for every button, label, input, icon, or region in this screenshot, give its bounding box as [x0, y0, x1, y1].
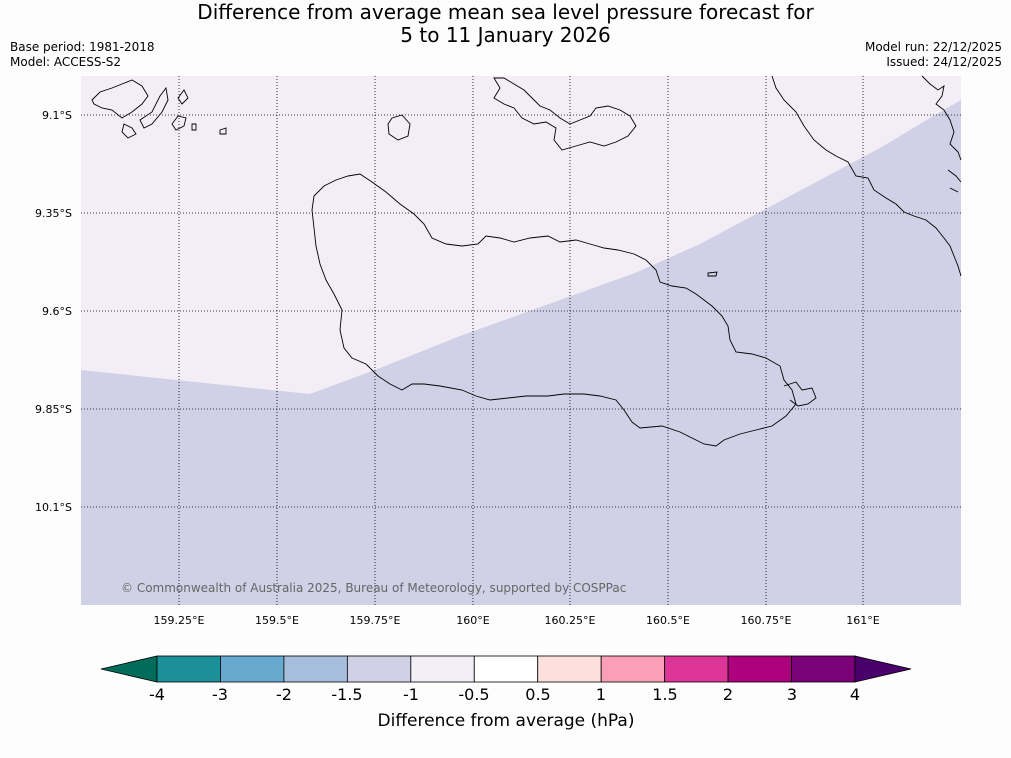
model-label: Model: ACCESS-S2 — [10, 55, 122, 69]
meta-left: Base period: 1981-2018 Model: ACCESS-S2 — [10, 40, 155, 70]
colorbar-tick-label: 2 — [723, 685, 733, 704]
lon-label: 160°E — [456, 614, 489, 627]
colorbar-bin — [664, 655, 729, 683]
coastlines — [91, 75, 962, 447]
colorbar-bin — [727, 655, 792, 683]
colorbar-bin — [156, 655, 221, 683]
lon-label: 159.25°E — [154, 614, 205, 627]
chart-title-line-2: 5 to 11 January 2026 — [400, 23, 611, 47]
small-islet-east — [707, 271, 718, 277]
colorbar-bin — [473, 655, 539, 683]
colorbar-tick-label: 1 — [596, 685, 606, 704]
model-run-label: Model run: 22/12/2025 — [864, 40, 1002, 54]
colorbar-bin — [220, 655, 285, 683]
small-island-center — [387, 114, 411, 141]
colorbar-tick-label: 3 — [787, 685, 797, 704]
lon-label: 159.75°E — [350, 614, 401, 627]
colorbar-tick-label: -3 — [212, 685, 228, 704]
lat-label: 9.85°S — [35, 403, 72, 416]
main-island-coastline — [311, 173, 797, 447]
colorbar-tick-label: 1.5 — [652, 685, 677, 704]
colorbar-tick-label: -1 — [403, 685, 419, 704]
lon-label: 159.5°E — [255, 614, 299, 627]
colorbar-tick-label: -1.5 — [331, 685, 362, 704]
colorbar-bin — [600, 655, 666, 683]
chart-title-line-1: Difference from average mean sea level p… — [197, 0, 814, 24]
colorbar-tick-label: 4 — [850, 685, 860, 704]
lon-label: 160.25°E — [545, 614, 596, 627]
copyright-notice: © Commonwealth of Australia 2025, Bureau… — [121, 581, 626, 595]
colorbar-extend-min — [100, 655, 158, 683]
meta-right: Model run: 22/12/2025 Issued: 24/12/2025 — [865, 40, 1002, 70]
lon-label: 161°E — [846, 614, 879, 627]
colorbar-bin — [410, 655, 475, 683]
eastern-coastline — [771, 75, 962, 277]
northeast-island-chain-coastline — [493, 77, 637, 151]
colorbar: -4 -3 -2 -1.5 -1 -0.5 0.5 1 1.5 2 3 4 Di… — [100, 655, 912, 731]
lon-label: 160.75°E — [741, 614, 792, 627]
colorbar-bin — [537, 655, 602, 683]
colorbar-bin — [346, 655, 412, 683]
far-northeast-coastline — [921, 75, 962, 193]
lat-label: 9.6°S — [42, 305, 72, 318]
lat-label: 9.35°S — [35, 207, 72, 220]
colorbar-extend-max — [854, 655, 912, 683]
colorbar-bin — [283, 655, 348, 683]
colorbar-tick-label: -2 — [276, 685, 292, 704]
colorbar-tick-label: -0.5 — [458, 685, 489, 704]
colorbar-tick-label: -4 — [149, 685, 165, 704]
lon-label: 160.5°E — [646, 614, 690, 627]
pressure-anomaly-band-minus-1-5 — [81, 100, 961, 605]
colorbar-bin — [791, 655, 856, 683]
colorbar-title: Difference from average (hPa) — [378, 711, 635, 731]
graticule — [81, 76, 961, 605]
colorbar-tick-label: 0.5 — [525, 685, 550, 704]
eastern-headland-coastline — [783, 381, 817, 407]
base-period-label: Base period: 1981-2018 — [10, 40, 155, 54]
lat-label: 10.1°S — [35, 501, 72, 514]
lat-label: 9.1°S — [42, 109, 72, 122]
northwest-islands-coastline — [91, 79, 227, 139]
issued-label: Issued: 24/12/2025 — [886, 55, 1002, 69]
